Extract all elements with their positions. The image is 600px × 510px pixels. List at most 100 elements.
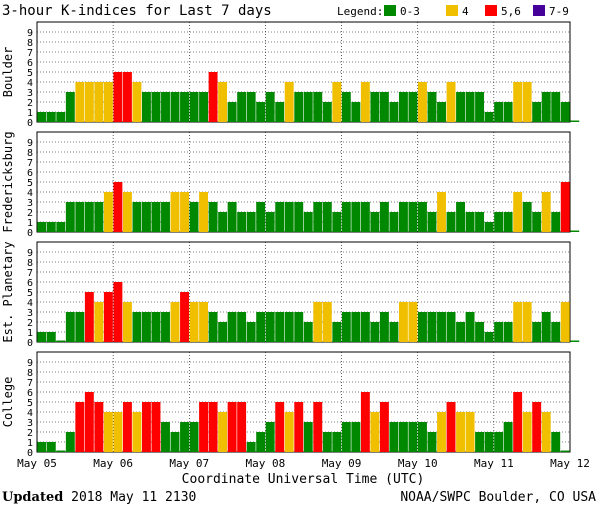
k-index-bar	[56, 222, 66, 232]
k-index-bar	[189, 422, 199, 452]
k-index-bar	[94, 202, 104, 232]
y-tick-label: 8	[27, 258, 33, 269]
k-index-bar	[437, 412, 446, 452]
k-index-bar	[446, 212, 456, 232]
k-index-bar	[408, 202, 418, 232]
y-tick-label: 6	[27, 278, 33, 289]
k-index-bar	[132, 412, 142, 452]
k-index-bar	[294, 92, 304, 122]
k-index-bar	[218, 412, 228, 452]
k-index-bar	[75, 82, 85, 122]
k-index-bar	[94, 302, 104, 342]
k-index-bar	[503, 212, 513, 232]
k-index-bar	[322, 432, 332, 452]
y-tick-label: 1	[27, 438, 33, 449]
k-index-chart: 3-hour K-indices for Last 7 days Legend: 0…	[1, 3, 590, 487]
y-tick-label: 7	[27, 48, 33, 59]
k-index-bar	[437, 312, 446, 342]
k-index-bar	[313, 302, 323, 342]
k-index-bar	[75, 312, 85, 342]
k-index-bar	[465, 92, 475, 122]
y-tick-label: 0	[27, 228, 33, 239]
k-index-bar	[560, 450, 570, 452]
k-index-bar	[475, 212, 485, 232]
k-index-bar	[379, 402, 389, 452]
x-tick-label: May 07	[169, 457, 209, 470]
k-index-bar	[180, 422, 189, 452]
y-tick-label: 7	[27, 268, 33, 279]
k-index-bar	[570, 340, 580, 342]
k-index-bar	[456, 412, 466, 452]
k-index-bar	[484, 432, 494, 452]
legend-entry: 4	[462, 5, 469, 18]
k-index-bar	[408, 92, 418, 122]
k-index-bar	[398, 302, 408, 342]
k-index-bar	[551, 322, 561, 342]
k-index-bar	[218, 212, 228, 232]
y-tick-label: 2	[27, 208, 33, 219]
y-tick-label: 4	[27, 78, 33, 89]
k-index-bar	[370, 412, 380, 452]
y-tick-label: 7	[27, 158, 33, 169]
panel-ylabel: College	[1, 377, 15, 428]
k-index-bar	[199, 192, 209, 232]
k-index-bar	[103, 292, 113, 342]
k-index-bar	[275, 402, 285, 452]
k-index-bar	[513, 302, 523, 342]
k-index-bar	[256, 102, 266, 122]
x-tick-label: May 10	[398, 457, 438, 470]
y-tick-label: 9	[27, 248, 33, 259]
k-index-bar	[208, 312, 218, 342]
k-index-bar	[294, 402, 304, 452]
y-tick-label: 4	[27, 408, 33, 419]
k-index-bar	[208, 72, 218, 122]
k-index-bar	[75, 202, 85, 232]
k-index-bar	[522, 302, 532, 342]
k-index-bar	[84, 392, 94, 452]
k-index-bar	[161, 92, 170, 122]
y-tick-label: 5	[27, 178, 33, 189]
k-index-bar	[199, 92, 209, 122]
k-index-bar	[189, 92, 199, 122]
k-index-bar	[541, 312, 551, 342]
k-index-bar	[475, 322, 485, 342]
k-index-bar	[37, 442, 47, 452]
y-tick-label: 6	[27, 168, 33, 179]
y-tick-label: 5	[27, 68, 33, 79]
k-index-bar	[122, 402, 132, 452]
k-index-bar	[56, 340, 66, 342]
k-index-bar	[541, 192, 551, 232]
updated-label: Updated	[2, 490, 64, 505]
k-index-bar	[294, 202, 304, 232]
k-index-bar	[84, 292, 94, 342]
k-index-bar	[418, 422, 427, 452]
k-index-bar	[37, 222, 47, 232]
k-index-bar	[370, 92, 380, 122]
k-index-bar	[265, 92, 275, 122]
k-index-bar	[170, 302, 180, 342]
k-index-bar	[379, 312, 389, 342]
k-index-bar	[484, 112, 494, 122]
k-index-bar	[560, 182, 570, 232]
y-tick-label: 9	[27, 358, 33, 369]
k-index-bar	[122, 72, 132, 122]
y-tick-label: 4	[27, 298, 33, 309]
k-index-bar	[427, 212, 437, 232]
k-index-bar	[275, 102, 285, 122]
y-tick-label: 1	[27, 218, 33, 229]
k-index-bar	[503, 102, 513, 122]
k-index-bar	[360, 392, 370, 452]
k-index-bar	[141, 92, 151, 122]
k-index-bar	[256, 202, 266, 232]
y-tick-label: 2	[27, 98, 33, 109]
legend-entry: 5,6	[501, 5, 521, 18]
legend-swatch	[533, 5, 545, 16]
k-index-bar	[341, 202, 351, 232]
k-index-bar	[341, 92, 351, 122]
k-index-bar	[103, 192, 113, 232]
y-tick-label: 2	[27, 428, 33, 439]
k-index-bar	[379, 202, 389, 232]
k-index-bar	[37, 332, 47, 342]
x-tick-label: May 09	[322, 457, 362, 470]
legend-label: Legend:	[337, 5, 383, 18]
